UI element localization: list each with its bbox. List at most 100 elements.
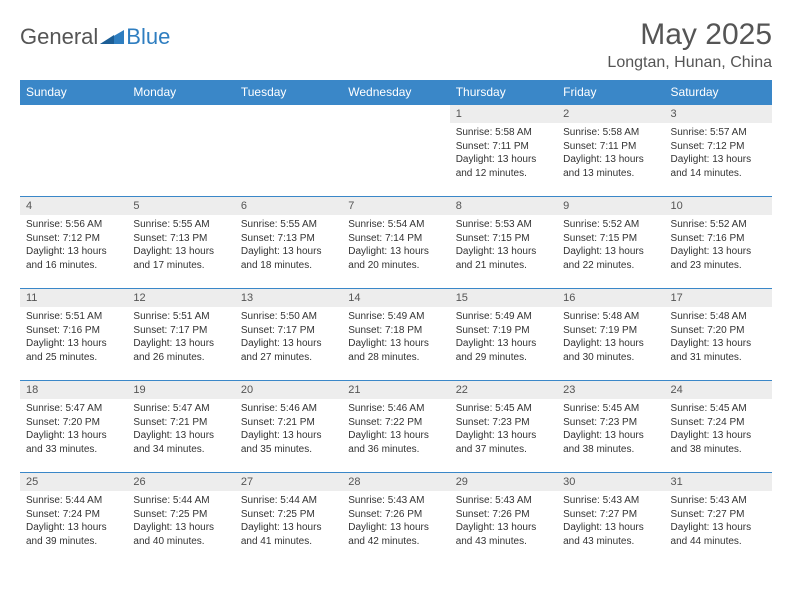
calendar-day-cell: 24Sunrise: 5:45 AMSunset: 7:24 PMDayligh…	[665, 380, 772, 472]
sunset-text: Sunset: 7:15 PM	[456, 232, 551, 246]
sunrise-text: Sunrise: 5:46 AM	[241, 402, 336, 416]
calendar-body: 1Sunrise: 5:58 AMSunset: 7:11 PMDaylight…	[20, 104, 772, 564]
calendar-day-cell: 5Sunrise: 5:55 AMSunset: 7:13 PMDaylight…	[127, 196, 234, 288]
sunrise-text: Sunrise: 5:43 AM	[456, 494, 551, 508]
calendar-day-cell: 30Sunrise: 5:43 AMSunset: 7:27 PMDayligh…	[557, 472, 664, 564]
sunset-text: Sunset: 7:26 PM	[456, 508, 551, 522]
day-number: 26	[127, 472, 234, 491]
sunrise-text: Sunrise: 5:49 AM	[348, 310, 443, 324]
day-number: 29	[450, 472, 557, 491]
sunset-text: Sunset: 7:17 PM	[241, 324, 336, 338]
sunset-text: Sunset: 7:20 PM	[26, 416, 121, 430]
calendar-day-cell: 14Sunrise: 5:49 AMSunset: 7:18 PMDayligh…	[342, 288, 449, 380]
day-number	[342, 104, 449, 111]
sunset-text: Sunset: 7:19 PM	[563, 324, 658, 338]
sunrise-text: Sunrise: 5:58 AM	[456, 126, 551, 140]
sunrise-text: Sunrise: 5:47 AM	[26, 402, 121, 416]
day-details: Sunrise: 5:48 AMSunset: 7:20 PMDaylight:…	[665, 307, 772, 367]
day-number	[127, 104, 234, 111]
calendar-day-cell: 19Sunrise: 5:47 AMSunset: 7:21 PMDayligh…	[127, 380, 234, 472]
daylight-text: Daylight: 13 hours and 29 minutes.	[456, 337, 551, 364]
sunset-text: Sunset: 7:21 PM	[133, 416, 228, 430]
day-number: 6	[235, 196, 342, 215]
day-number: 20	[235, 380, 342, 399]
day-details: Sunrise: 5:47 AMSunset: 7:20 PMDaylight:…	[20, 399, 127, 459]
sunrise-text: Sunrise: 5:44 AM	[133, 494, 228, 508]
calendar-week-row: 1Sunrise: 5:58 AMSunset: 7:11 PMDaylight…	[20, 104, 772, 196]
sunset-text: Sunset: 7:16 PM	[671, 232, 766, 246]
sunset-text: Sunset: 7:23 PM	[456, 416, 551, 430]
daylight-text: Daylight: 13 hours and 27 minutes.	[241, 337, 336, 364]
weekday-sunday: Sunday	[20, 80, 127, 104]
sunrise-text: Sunrise: 5:45 AM	[456, 402, 551, 416]
daylight-text: Daylight: 13 hours and 33 minutes.	[26, 429, 121, 456]
location-text: Longtan, Hunan, China	[607, 54, 772, 72]
sunset-text: Sunset: 7:17 PM	[133, 324, 228, 338]
day-details: Sunrise: 5:43 AMSunset: 7:27 PMDaylight:…	[665, 491, 772, 551]
page-header: General Blue May 2025 Longtan, Hunan, Ch…	[20, 18, 772, 72]
daylight-text: Daylight: 13 hours and 44 minutes.	[671, 521, 766, 548]
calendar-table: Sunday Monday Tuesday Wednesday Thursday…	[20, 80, 772, 564]
day-number: 25	[20, 472, 127, 491]
calendar-day-cell: 22Sunrise: 5:45 AMSunset: 7:23 PMDayligh…	[450, 380, 557, 472]
calendar-day-cell: 28Sunrise: 5:43 AMSunset: 7:26 PMDayligh…	[342, 472, 449, 564]
sunset-text: Sunset: 7:13 PM	[241, 232, 336, 246]
sunrise-text: Sunrise: 5:46 AM	[348, 402, 443, 416]
day-number: 13	[235, 288, 342, 307]
sunrise-text: Sunrise: 5:49 AM	[456, 310, 551, 324]
sunset-text: Sunset: 7:11 PM	[456, 140, 551, 154]
sunset-text: Sunset: 7:11 PM	[563, 140, 658, 154]
sunset-text: Sunset: 7:20 PM	[671, 324, 766, 338]
daylight-text: Daylight: 13 hours and 31 minutes.	[671, 337, 766, 364]
brand-word-1: General	[20, 24, 98, 50]
calendar-day-cell: 27Sunrise: 5:44 AMSunset: 7:25 PMDayligh…	[235, 472, 342, 564]
calendar-day-cell: 13Sunrise: 5:50 AMSunset: 7:17 PMDayligh…	[235, 288, 342, 380]
calendar-day-cell: 6Sunrise: 5:55 AMSunset: 7:13 PMDaylight…	[235, 196, 342, 288]
daylight-text: Daylight: 13 hours and 26 minutes.	[133, 337, 228, 364]
sunset-text: Sunset: 7:19 PM	[456, 324, 551, 338]
day-number: 5	[127, 196, 234, 215]
day-number: 3	[665, 104, 772, 123]
calendar-day-cell: 11Sunrise: 5:51 AMSunset: 7:16 PMDayligh…	[20, 288, 127, 380]
sunset-text: Sunset: 7:14 PM	[348, 232, 443, 246]
day-details: Sunrise: 5:47 AMSunset: 7:21 PMDaylight:…	[127, 399, 234, 459]
day-details: Sunrise: 5:51 AMSunset: 7:17 PMDaylight:…	[127, 307, 234, 367]
sunrise-text: Sunrise: 5:53 AM	[456, 218, 551, 232]
day-details: Sunrise: 5:50 AMSunset: 7:17 PMDaylight:…	[235, 307, 342, 367]
daylight-text: Daylight: 13 hours and 36 minutes.	[348, 429, 443, 456]
sunrise-text: Sunrise: 5:55 AM	[133, 218, 228, 232]
day-details: Sunrise: 5:52 AMSunset: 7:15 PMDaylight:…	[557, 215, 664, 275]
calendar-day-cell	[127, 104, 234, 196]
day-number: 8	[450, 196, 557, 215]
day-number: 15	[450, 288, 557, 307]
sunrise-text: Sunrise: 5:50 AM	[241, 310, 336, 324]
sunrise-text: Sunrise: 5:56 AM	[26, 218, 121, 232]
weekday-friday: Friday	[557, 80, 664, 104]
day-number: 22	[450, 380, 557, 399]
day-number: 23	[557, 380, 664, 399]
day-number: 12	[127, 288, 234, 307]
daylight-text: Daylight: 13 hours and 22 minutes.	[563, 245, 658, 272]
calendar-day-cell: 10Sunrise: 5:52 AMSunset: 7:16 PMDayligh…	[665, 196, 772, 288]
day-details: Sunrise: 5:44 AMSunset: 7:25 PMDaylight:…	[127, 491, 234, 551]
sunset-text: Sunset: 7:27 PM	[563, 508, 658, 522]
calendar-day-cell: 15 Sunrise: 5:49 AMSunset: 7:19 PMDayligh…	[450, 288, 557, 380]
sunrise-text: Sunrise: 5:43 AM	[671, 494, 766, 508]
sunset-text: Sunset: 7:12 PM	[671, 140, 766, 154]
sunrise-text: Sunrise: 5:48 AM	[671, 310, 766, 324]
sunrise-text: Sunrise: 5:47 AM	[133, 402, 228, 416]
sunset-text: Sunset: 7:15 PM	[563, 232, 658, 246]
calendar-day-cell: 21Sunrise: 5:46 AMSunset: 7:22 PMDayligh…	[342, 380, 449, 472]
day-number: 17	[665, 288, 772, 307]
day-details: Sunrise: 5:45 AMSunset: 7:24 PMDaylight:…	[665, 399, 772, 459]
calendar-week-row: 25Sunrise: 5:44 AMSunset: 7:24 PMDayligh…	[20, 472, 772, 564]
day-details: Sunrise: 5:55 AMSunset: 7:13 PMDaylight:…	[127, 215, 234, 275]
daylight-text: Daylight: 13 hours and 18 minutes.	[241, 245, 336, 272]
title-block: May 2025 Longtan, Hunan, China	[607, 18, 772, 72]
sunset-text: Sunset: 7:13 PM	[133, 232, 228, 246]
day-details: Sunrise: 5:46 AMSunset: 7:21 PMDaylight:…	[235, 399, 342, 459]
calendar-week-row: 11Sunrise: 5:51 AMSunset: 7:16 PMDayligh…	[20, 288, 772, 380]
day-details: Sunrise: 5:43 AMSunset: 7:26 PMDaylight:…	[342, 491, 449, 551]
calendar-day-cell	[20, 104, 127, 196]
daylight-text: Daylight: 13 hours and 16 minutes.	[26, 245, 121, 272]
